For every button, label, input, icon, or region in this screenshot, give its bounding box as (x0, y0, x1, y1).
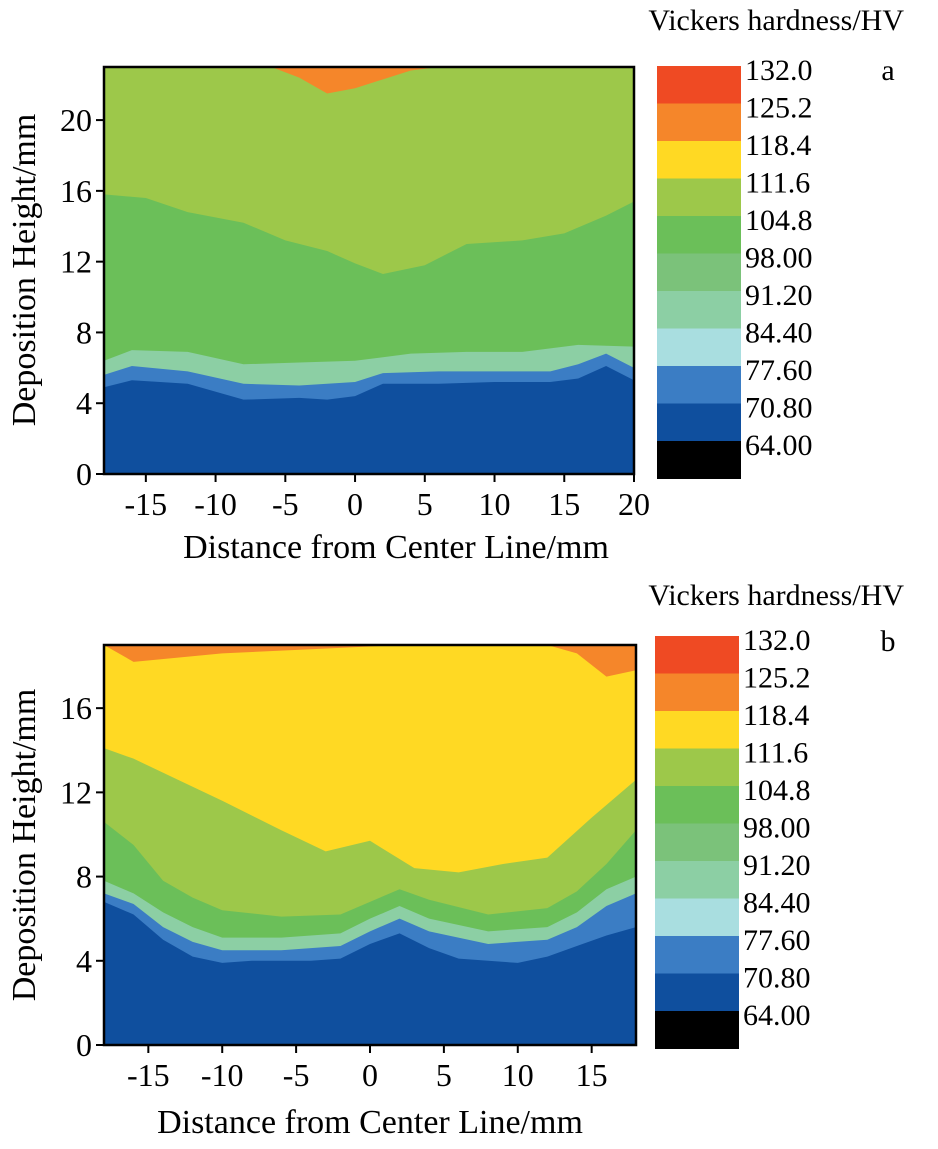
x-tick-label: -10 (201, 1057, 244, 1093)
colorbar-swatch (655, 973, 739, 1012)
band-111-6 (104, 67, 634, 275)
y-axis: 0 4 8 12 16 (60, 690, 104, 1063)
x-axis-label: Distance from Center Line/mm (183, 529, 609, 566)
colorbar-swatch (657, 216, 741, 254)
x-axis: -15 -10 -5 0 5 10 15 20 (125, 474, 650, 522)
colorbar-level-label: 91.20 (743, 849, 811, 882)
colorbar-level-label: 118.4 (743, 699, 809, 732)
colorbar-level-label: 64.00 (743, 999, 811, 1032)
x-tick-label: 20 (618, 486, 650, 522)
colorbar-title: Vickers hardness/HV (648, 579, 904, 612)
colorbar-level-label: 70.80 (745, 392, 813, 425)
y-tick-label: 8 (76, 859, 92, 895)
y-tick-label: 4 (76, 385, 92, 421)
colorbar-level-label: 104.8 (745, 204, 813, 237)
hardness-map-a: Vickers hardness/HV a -15 -10 -5 0 5 10 15 20 0… (6, 4, 904, 566)
y-tick-label: 4 (76, 943, 92, 979)
y-tick-label: 12 (60, 774, 92, 810)
colorbar-swatch (657, 291, 741, 329)
y-axis: 0 4 8 12 16 20 (60, 102, 104, 492)
colorbar-level-label: 111.6 (743, 737, 808, 770)
colorbar-level-label: 91.20 (745, 279, 813, 312)
y-tick-label: 12 (60, 244, 92, 280)
colorbar-level-label: 125.2 (743, 662, 811, 695)
colorbar-swatch (657, 66, 741, 104)
colorbar-level-label: 125.2 (745, 92, 813, 125)
x-tick-label: 5 (417, 486, 433, 522)
y-tick-label: 8 (76, 314, 92, 350)
y-tick-label: 20 (60, 102, 92, 138)
y-tick-label: 16 (60, 690, 92, 726)
colorbar-swatch (657, 141, 741, 179)
contour-bands (104, 645, 636, 1045)
x-tick-label: 10 (479, 486, 511, 522)
x-tick-label: -15 (125, 486, 168, 522)
colorbar-swatch (655, 936, 739, 974)
x-tick-label: 15 (548, 486, 580, 522)
colorbar-swatch (655, 823, 739, 862)
colorbar-swatch (655, 786, 739, 824)
band-125-2 (104, 645, 636, 677)
y-axis-label: Deposition Height/mm (6, 114, 43, 427)
colorbar-swatch (655, 711, 739, 749)
colorbar-swatch (655, 748, 739, 787)
colorbar-level-label: 118.4 (745, 129, 811, 162)
y-tick-label: 0 (76, 1027, 92, 1063)
colorbar-swatch (657, 441, 741, 479)
colorbar-swatch (657, 178, 741, 217)
x-tick-label: 0 (347, 486, 363, 522)
y-axis-label: Deposition Height/mm (6, 689, 43, 1002)
x-tick-label: -5 (283, 1057, 310, 1093)
colorbar-level-label: 104.8 (743, 774, 811, 807)
y-tick-label: 16 (60, 173, 92, 209)
x-tick-label: 5 (436, 1057, 452, 1093)
x-tick-label: 15 (576, 1057, 608, 1093)
colorbar-level-label: 111.6 (745, 167, 810, 200)
colorbar-swatch (655, 898, 739, 937)
contour-bands (104, 67, 634, 474)
colorbar-swatch (655, 1011, 739, 1049)
colorbar-level-label: 84.40 (743, 887, 811, 920)
colorbar-swatch (655, 673, 739, 712)
x-tick-label: -5 (272, 486, 299, 522)
band-118-4 (104, 645, 636, 873)
panel-label: b (881, 625, 896, 658)
colorbar-level-label: 132.0 (743, 624, 811, 657)
y-tick-label: 0 (76, 456, 92, 492)
colorbar-swatch (655, 636, 739, 674)
colorbar-level-label: 77.60 (743, 924, 811, 957)
colorbar-level-label: 77.60 (745, 354, 813, 387)
colorbar-swatch (657, 253, 741, 292)
x-axis: -15 -10 -5 0 5 10 15 (127, 1045, 608, 1093)
x-axis-label: Distance from Center Line/mm (157, 1104, 583, 1141)
colorbar-level-label: 132.0 (745, 54, 813, 87)
colorbar-level-label: 64.00 (745, 429, 813, 462)
x-tick-label: 10 (502, 1057, 534, 1093)
plot-frame (102, 65, 636, 476)
colorbar-level-label: 70.80 (743, 962, 811, 995)
colorbar-swatch (657, 403, 741, 442)
x-tick-label: -15 (127, 1057, 170, 1093)
colorbar-swatch (657, 103, 741, 142)
band-125-2 (104, 67, 634, 94)
colorbar-swatch (657, 366, 741, 404)
colorbar: 132.0 125.2 118.4 111.6 104.8 98.00 91.20 84.40… (657, 54, 813, 479)
colorbar: 132.0 125.2 118.4 111.6 104.8 98.00 91.20 84.40… (655, 624, 811, 1049)
x-tick-label: -10 (194, 486, 237, 522)
colorbar-title: Vickers hardness/HV (648, 4, 904, 37)
colorbar-level-label: 98.00 (743, 812, 811, 845)
panel-label: a (881, 54, 894, 87)
colorbar-swatch (655, 861, 739, 899)
x-tick-label: 0 (362, 1057, 378, 1093)
colorbar-level-label: 84.40 (745, 317, 813, 350)
colorbar-swatch (657, 328, 741, 367)
hardness-map-b: Vickers hardness/HV b -15 -10 -5 0 5 10 15 0 4 8… (6, 579, 904, 1141)
colorbar-level-label: 98.00 (745, 242, 813, 275)
